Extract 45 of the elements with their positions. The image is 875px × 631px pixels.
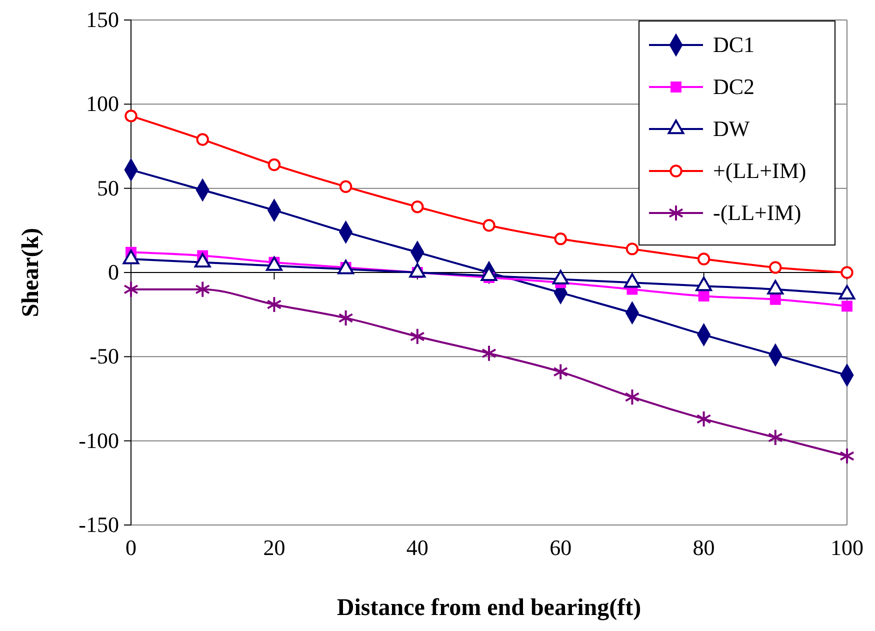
point xyxy=(411,200,424,214)
x-tick-label: 0 xyxy=(126,535,136,560)
point xyxy=(769,261,782,274)
y-tick-label: 100 xyxy=(86,91,119,116)
legend-label: DC1 xyxy=(713,32,755,57)
y-axis-title: Shear(k) xyxy=(18,228,44,318)
legend-label: -(LL+IM) xyxy=(713,200,802,225)
x-tick-label: 40 xyxy=(406,535,428,560)
point xyxy=(338,309,354,326)
legend-label: DW xyxy=(713,116,750,141)
point xyxy=(840,266,854,279)
point xyxy=(842,300,852,312)
point xyxy=(626,242,639,256)
x-axis-title: Distance from end bearing(ft) xyxy=(336,595,642,621)
point xyxy=(839,447,855,465)
point xyxy=(195,280,210,298)
point xyxy=(554,232,567,246)
point xyxy=(124,110,138,122)
x-tick-label: 100 xyxy=(830,535,864,560)
legend-label: +(LL+IM) xyxy=(713,158,806,183)
x-tick-label: 20 xyxy=(263,535,286,560)
y-tick-label: 0 xyxy=(108,260,119,285)
point xyxy=(123,280,139,298)
point xyxy=(697,252,710,266)
point xyxy=(410,328,425,346)
y-tick-label: -100 xyxy=(78,428,119,453)
point xyxy=(768,428,783,446)
point xyxy=(196,133,209,146)
point xyxy=(553,363,568,380)
point xyxy=(339,180,352,193)
point xyxy=(481,344,497,362)
point xyxy=(698,290,710,302)
point xyxy=(482,219,496,232)
point xyxy=(770,294,781,305)
point xyxy=(696,410,712,428)
x-tick-label: 80 xyxy=(692,535,715,560)
point xyxy=(268,158,281,172)
y-tick-label: -50 xyxy=(90,344,119,369)
y-tick-label: -150 xyxy=(78,512,119,538)
legend-label: DC2 xyxy=(713,74,755,99)
y-tick-label: 150 xyxy=(86,7,119,32)
point xyxy=(624,388,640,406)
x-tick-label: 60 xyxy=(550,535,572,560)
point xyxy=(266,296,282,314)
y-tick-label: 50 xyxy=(97,175,119,200)
